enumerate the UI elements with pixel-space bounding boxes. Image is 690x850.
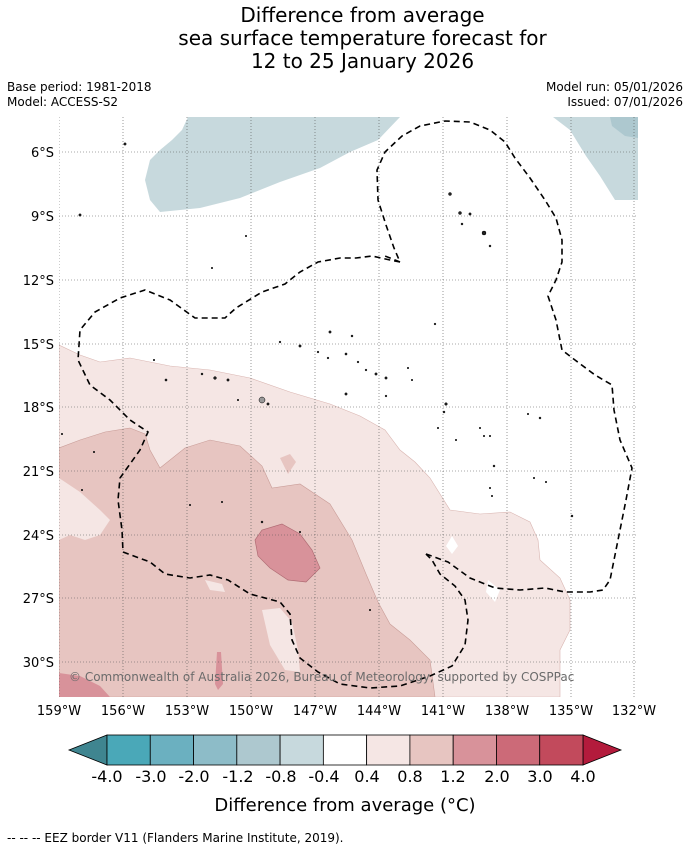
eez-footnote: -- -- -- EEZ border V11 (Flanders Marine…	[7, 831, 344, 845]
map-area: © Commonwealth of Australia 2026, Bureau…	[59, 117, 638, 697]
colorbar-tick: 4.0	[570, 767, 595, 786]
lat-label: 9°S	[31, 210, 54, 225]
title-line-3: 12 to 25 January 2026	[250, 49, 475, 73]
model-name: Model: ACCESS-S2	[7, 95, 119, 109]
lon-label: 132°W	[612, 704, 656, 719]
colorbar-swatch	[366, 734, 411, 766]
lon-label: 153°W	[165, 704, 209, 719]
colorbar-title: Difference from average (°C)	[214, 795, 475, 816]
cool-anomaly-corner	[610, 117, 638, 138]
colorbar-tick: -3.0	[135, 767, 166, 786]
chart-title: Difference from average sea surface temp…	[0, 4, 690, 73]
lon-label: 138°W	[485, 704, 529, 719]
colorbar-tick: 1.2	[440, 767, 465, 786]
lat-label: 6°S	[31, 146, 54, 161]
colorbar: -4.0 -3.0 -2.0 -1.2 -0.8 -0.4 0.4 0.8 1.…	[67, 734, 623, 816]
colorbar-tick: -1.2	[222, 767, 253, 786]
colorbar-swatch	[539, 734, 584, 766]
lon-label: 156°W	[101, 704, 145, 719]
colorbar-tick: 0.8	[397, 767, 422, 786]
islands	[60, 142, 574, 612]
lat-label: 30°S	[23, 656, 54, 671]
colorbar-arrow-high	[582, 734, 623, 766]
moderate-warm-region	[59, 427, 436, 697]
strong-warm-region	[254, 523, 321, 583]
colorbar-swatch	[496, 734, 541, 766]
issued-date: Issued: 07/01/2026	[567, 95, 683, 109]
map-figure: © Commonwealth of Australia 2026, Bureau…	[23, 117, 656, 816]
colorbar-swatch	[452, 734, 497, 766]
colorbar-tick: 3.0	[527, 767, 552, 786]
colorbar-swatch	[236, 734, 281, 766]
cool-anomaly-region	[145, 117, 638, 212]
title-line-2: sea surface temperature forecast for	[178, 26, 547, 50]
lon-label: 141°W	[421, 704, 465, 719]
colorbar-swatch	[106, 734, 151, 766]
gridlines	[59, 117, 638, 697]
colorbar-tick: 0.4	[354, 767, 379, 786]
lon-label: 144°W	[357, 704, 401, 719]
colorbar-swatch	[409, 734, 454, 766]
base-period: Base period: 1981-2018	[7, 80, 152, 94]
colorbar-swatch	[279, 734, 324, 766]
lat-label: 21°S	[23, 465, 54, 480]
meta-right: Model run: 05/01/2026 Issued: 07/01/2026	[546, 80, 683, 110]
lon-label: 150°W	[229, 704, 273, 719]
title-line-1: Difference from average	[240, 3, 485, 27]
lon-label: 147°W	[293, 704, 337, 719]
eez-border	[77, 120, 633, 689]
lat-label: 24°S	[23, 529, 54, 544]
colorbar-tick: -0.8	[265, 767, 296, 786]
colorbar-tick: -4.0	[91, 767, 122, 786]
lat-label: 27°S	[23, 592, 54, 607]
warm-notch	[59, 478, 110, 540]
warm-spot	[280, 454, 296, 474]
strong-warm-corner	[59, 673, 110, 697]
meta-left: Base period: 1981-2018 Model: ACCESS-S2	[7, 80, 152, 110]
colorbar-swatch	[322, 734, 368, 766]
lon-axis: 159°W 156°W 153°W 150°W 147°W 144°W 141°…	[37, 704, 656, 719]
colorbar-swatch	[193, 734, 238, 766]
colorbar-tick: 2.0	[484, 767, 509, 786]
lat-label: 15°S	[23, 338, 54, 353]
neutral-pocket	[446, 536, 458, 554]
colorbar-tick: -0.4	[308, 767, 339, 786]
colorbar-boxes	[106, 734, 584, 766]
lon-label: 135°W	[549, 704, 593, 719]
strong-warm-streak	[215, 652, 223, 690]
lat-axis: 6°S 9°S 12°S 15°S 18°S 21°S 24°S 27°S 30…	[23, 146, 54, 671]
lon-label: 159°W	[37, 704, 81, 719]
colorbar-ticks: -4.0 -3.0 -2.0 -1.2 -0.8 -0.4 0.4 0.8 1.…	[91, 767, 595, 786]
copyright-notice: © Commonwealth of Australia 2026, Bureau…	[69, 670, 574, 684]
lat-label: 18°S	[23, 401, 54, 416]
model-run: Model run: 05/01/2026	[545, 80, 683, 94]
lat-label: 12°S	[23, 274, 54, 289]
colorbar-arrow-low	[67, 734, 108, 766]
warm-gap-2	[205, 580, 225, 592]
colorbar-tick: -2.0	[178, 767, 209, 786]
colorbar-swatch	[149, 734, 194, 766]
